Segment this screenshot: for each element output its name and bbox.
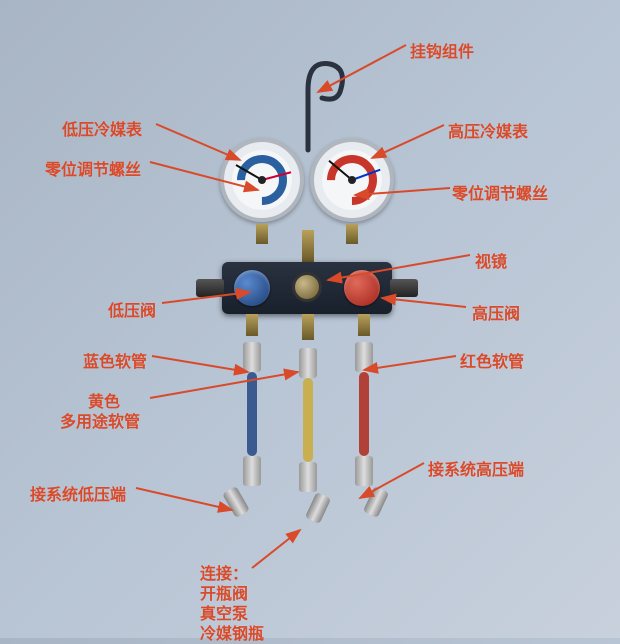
coupler-yellow-bottom [299,462,317,492]
low-pressure-gauge [220,138,304,222]
manifold-body [222,262,392,314]
diagram-root: 挂钩组件 低压冷媒表 零位调节螺丝 高压冷媒表 零位调节螺丝 视镜 低压阀 高压… [0,0,620,638]
label-zero-l: 零位调节螺丝 [45,156,141,180]
elbow-yellow [305,492,331,524]
port-right [390,279,418,297]
gauge-stem-left [256,224,268,244]
label-zero-r: 零位调节螺丝 [452,180,548,204]
high-pressure-valve-knob [344,270,380,306]
label-yellow-2: 多用途软管 [60,408,140,432]
label-hp-valve: 高压阀 [472,300,520,324]
label-hook: 挂钩组件 [410,38,474,62]
coupler-red-bottom [355,456,373,486]
coupler-blue-top [243,342,261,372]
high-pressure-gauge [310,138,394,222]
sight-glass [292,272,322,302]
hose-red [359,372,369,456]
elbow-red [363,486,389,518]
port-left [196,279,224,297]
outlet-left [246,314,258,336]
label-lp-end: 接系统低压端 [30,481,126,505]
gauge-stem-right [346,224,358,244]
hose-blue [247,372,257,456]
label-red-hose: 红色软管 [460,348,524,372]
label-sight: 视镜 [475,248,507,272]
elbow-blue [222,486,250,518]
label-lp-valve: 低压阀 [108,297,156,321]
label-lp-gauge: 低压冷媒表 [62,116,142,140]
low-pressure-valve-knob [234,270,270,306]
coupler-yellow-top [299,348,317,378]
label-blue-hose: 蓝色软管 [83,348,147,372]
outlet-center [302,314,314,340]
hook-rod [302,230,314,262]
label-hp-end: 接系统高压端 [428,456,524,480]
coupler-red-top [355,342,373,372]
label-hp-gauge: 高压冷媒表 [448,118,528,142]
outlet-right [358,314,370,336]
coupler-blue-bottom [243,456,261,486]
label-bottom-4: 冷媒钢瓶 [200,620,264,644]
hose-yellow [303,378,313,462]
